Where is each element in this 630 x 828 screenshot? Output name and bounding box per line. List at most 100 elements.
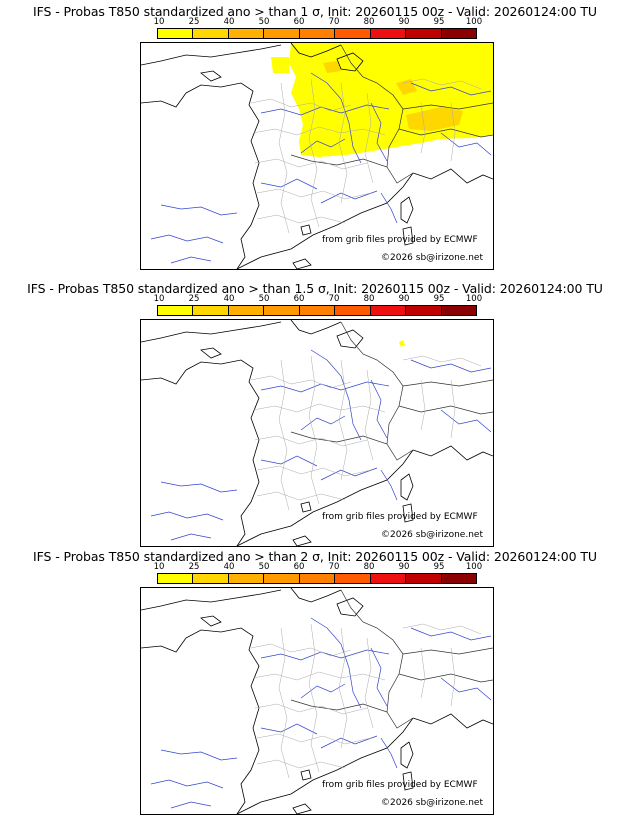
region-border: [338, 627, 348, 749]
river: [150, 234, 224, 244]
colorbar-label: 90: [398, 17, 410, 27]
colorbar-swatch: [406, 574, 442, 583]
coastline: [141, 589, 282, 611]
colorbar-label: 10: [153, 562, 165, 572]
colorbar: [157, 28, 477, 39]
colorbar-label: 80: [363, 562, 375, 572]
coastline: [141, 44, 282, 66]
river: [410, 627, 492, 641]
region-border: [252, 403, 386, 413]
map-lines: [141, 43, 493, 269]
region-border: [256, 733, 372, 745]
coastline: [290, 43, 342, 58]
colorbar-swatch: [441, 29, 476, 38]
country-border: [398, 405, 493, 415]
river: [310, 349, 362, 441]
region-border: [420, 102, 426, 154]
river: [380, 192, 398, 224]
coastline: [236, 449, 414, 546]
colorbar-label: 90: [398, 294, 410, 304]
colorbar-label: 25: [188, 562, 200, 572]
region-border: [450, 379, 456, 439]
colorbar-swatch: [299, 574, 336, 583]
coastline: [200, 347, 222, 359]
coastline: [300, 769, 312, 781]
colorbar-label: 25: [188, 294, 200, 304]
prob-area-orange: [323, 61, 341, 73]
colorbar-swatch: [370, 306, 407, 315]
colorbar-label: 40: [223, 562, 235, 572]
region-border: [450, 102, 456, 162]
region-border: [250, 375, 352, 389]
colorbar-labels: 10 25 40 50 60 70 80 90 95 100: [153, 562, 483, 572]
coastline: [402, 503, 414, 523]
coastline: [290, 320, 342, 335]
map-drawing: [141, 320, 493, 546]
river: [160, 749, 238, 761]
river: [170, 256, 212, 264]
panel-title: IFS - Probas T850 standardized ano > tha…: [33, 4, 597, 19]
river: [320, 190, 378, 204]
coastline: [185, 359, 260, 546]
colorbar-label: 60: [293, 294, 305, 304]
river: [170, 801, 212, 809]
colorbar-swatch: [193, 574, 229, 583]
colorbar-swatch: [406, 306, 442, 315]
coastline: [300, 501, 312, 513]
colorbar-swatch: [158, 306, 194, 315]
coastline: [292, 803, 312, 814]
country-border: [402, 102, 493, 110]
coastline: [141, 637, 187, 653]
country-border: [290, 699, 388, 713]
colorbar-swatch: [264, 29, 300, 38]
region-border: [402, 355, 482, 367]
prob-area-yellow: [289, 43, 493, 157]
colorbar-label: 70: [328, 294, 340, 304]
map-panel-1: IFS - Probas T850 standardized ano > tha…: [0, 0, 630, 270]
colorbar-label: 10: [153, 294, 165, 304]
colorbar-label: 90: [398, 562, 410, 572]
coastline: [236, 172, 414, 269]
colorbar-swatch: [370, 29, 407, 38]
region-border: [256, 491, 346, 501]
coastline: [200, 70, 222, 82]
coastline: [402, 226, 414, 246]
colorbar-swatch: [264, 574, 300, 583]
region-border: [256, 465, 372, 477]
map-drawing: [141, 43, 493, 269]
credit-copyright: ©2026 sb@irizone.net: [381, 253, 483, 263]
panel-title: IFS - Probas T850 standardized ano > tha…: [27, 281, 603, 296]
colorbar-label: 40: [223, 294, 235, 304]
river: [260, 455, 318, 467]
region-border: [420, 647, 426, 699]
river: [150, 779, 224, 789]
colorbar-swatch: [158, 29, 194, 38]
colorbar-swatch: [335, 29, 371, 38]
credit-copyright: ©2026 sb@irizone.net: [381, 798, 483, 808]
river: [440, 409, 492, 433]
region-border: [308, 623, 320, 773]
coastline: [292, 535, 312, 546]
river: [300, 683, 346, 699]
colorbar-labels: 10 25 40 50 60 70 80 90 95 100: [153, 294, 483, 304]
coastline: [336, 597, 364, 617]
colorbar-swatch: [228, 306, 265, 315]
river: [260, 723, 318, 735]
river: [170, 533, 212, 541]
river: [380, 737, 398, 769]
river: [160, 204, 238, 216]
coastline: [402, 771, 414, 791]
colorbar-label: 70: [328, 562, 340, 572]
colorbar-label: 95: [433, 17, 445, 27]
river: [370, 102, 388, 162]
region-border: [252, 671, 386, 681]
coastline: [185, 627, 260, 814]
country-border: [290, 154, 388, 168]
colorbar-label: 10: [153, 17, 165, 27]
coastline: [141, 321, 282, 343]
region-border: [364, 92, 374, 184]
region-border: [254, 703, 368, 715]
map-lines: [141, 320, 493, 546]
coastline: [412, 445, 493, 461]
region-border: [256, 188, 372, 200]
